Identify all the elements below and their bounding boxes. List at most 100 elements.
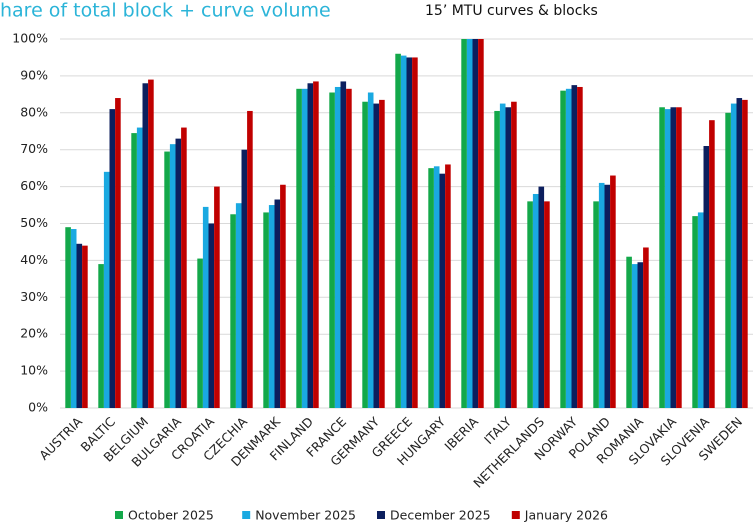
bar	[593, 201, 599, 408]
y-tick-label: 0%	[28, 400, 48, 415]
bar	[340, 81, 347, 408]
bar	[197, 258, 203, 408]
bar	[103, 171, 110, 408]
bar	[560, 90, 566, 408]
bar	[610, 175, 616, 408]
bar	[659, 107, 665, 408]
bar	[274, 199, 281, 408]
bar	[461, 39, 467, 408]
bar	[70, 229, 77, 408]
bar	[230, 214, 236, 408]
bar	[604, 184, 611, 408]
y-tick-label: 80%	[20, 104, 48, 119]
bar	[334, 86, 341, 408]
bar	[736, 98, 743, 408]
bar	[395, 53, 401, 408]
x-tick-label: AUSTRIA	[36, 414, 85, 463]
bar	[676, 107, 682, 408]
bar	[626, 256, 632, 408]
bar	[643, 247, 649, 408]
bar	[565, 88, 572, 408]
bar	[527, 201, 533, 408]
bar	[532, 193, 539, 408]
bar	[241, 149, 248, 408]
bar	[214, 186, 220, 408]
bar	[247, 110, 253, 408]
bar	[301, 88, 308, 408]
bar	[148, 79, 154, 408]
bar	[511, 101, 517, 408]
bar	[598, 182, 605, 408]
legend-label: November 2025	[255, 508, 356, 523]
bar	[692, 216, 698, 408]
bar	[631, 264, 638, 408]
bar	[65, 227, 71, 408]
bar	[169, 144, 176, 409]
y-tick-label: 50%	[20, 215, 48, 230]
bar	[400, 55, 407, 408]
bar	[412, 57, 418, 408]
bar	[478, 39, 484, 408]
bar	[362, 101, 368, 408]
legend-swatch	[242, 511, 251, 519]
legend-label: October 2025	[128, 508, 214, 523]
bar	[433, 166, 440, 408]
bar	[703, 146, 710, 408]
y-tick-label: 40%	[20, 252, 48, 267]
bar	[637, 262, 644, 408]
legend-label: January 2026	[524, 508, 608, 523]
bar	[367, 92, 374, 408]
bar	[670, 107, 677, 408]
chart-title: hare of total block + curve volume	[0, 0, 331, 22]
y-tick-label: 20%	[20, 326, 48, 341]
bar	[725, 112, 731, 409]
bar	[307, 83, 314, 408]
bar	[373, 103, 380, 408]
bar	[136, 127, 143, 408]
bar	[406, 57, 413, 408]
bar	[142, 83, 149, 408]
bar	[263, 212, 269, 408]
legend-label: December 2025	[390, 508, 491, 523]
bar	[439, 173, 446, 408]
bar	[131, 133, 137, 408]
bar	[577, 86, 583, 408]
bar	[296, 88, 302, 408]
bar	[175, 138, 182, 408]
bar	[379, 99, 385, 408]
bar	[313, 81, 319, 408]
bar	[235, 203, 242, 408]
bar	[208, 223, 215, 408]
x-tick-label: IBERIA	[441, 414, 481, 454]
legend-swatch	[511, 511, 520, 519]
legend-swatch	[377, 511, 385, 519]
y-tick-label: 30%	[20, 289, 48, 304]
y-tick-label: 10%	[20, 363, 48, 378]
bar	[709, 120, 715, 409]
bar	[538, 186, 545, 408]
bar	[697, 212, 704, 408]
bar	[109, 109, 116, 409]
bar	[329, 92, 335, 408]
bar	[571, 85, 578, 408]
bar	[664, 109, 671, 409]
y-tick-label: 90%	[20, 67, 48, 82]
bar	[346, 88, 352, 408]
bar	[82, 245, 88, 408]
bar	[730, 103, 737, 408]
bar	[181, 127, 187, 408]
y-tick-label: 100%	[12, 31, 48, 46]
bar	[268, 205, 275, 408]
y-tick-label: 60%	[20, 178, 48, 193]
bar	[280, 184, 286, 408]
legend-swatch	[115, 511, 123, 519]
bar	[445, 164, 451, 408]
y-tick-label: 70%	[20, 141, 48, 156]
bar	[428, 168, 434, 408]
bar	[202, 206, 209, 408]
bar	[164, 151, 170, 409]
bar	[466, 39, 473, 408]
chart-subtitle: 15’ MTU curves & blocks	[425, 3, 598, 19]
bar	[115, 98, 121, 408]
